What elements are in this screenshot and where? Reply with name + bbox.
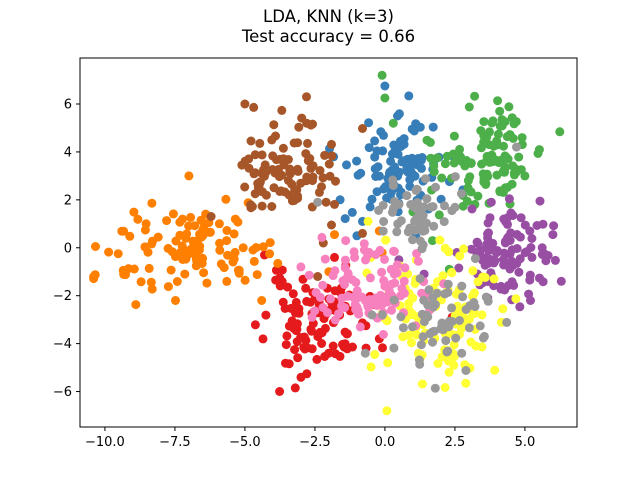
scatter-series-class-brown [206, 92, 367, 281]
y-axis-tick-label: 6 [64, 98, 72, 113]
x-axis-tick-label: −2.5 [299, 435, 331, 450]
y-axis-tick-label: 4 [64, 145, 72, 160]
chart-title-line-1: LDA, KNN (k=3) [263, 7, 394, 26]
scatter-series-class-gray [313, 142, 521, 393]
x-axis-tick-label: 5.0 [515, 435, 536, 450]
y-axis-tick-label: −2 [53, 289, 72, 304]
scatter-series-class-orange [89, 171, 387, 310]
axes-frame [79, 57, 578, 428]
x-axis-tick-label: −7.5 [159, 435, 191, 450]
scatter-series-class-green [377, 70, 565, 274]
scatter-series-class-pink [296, 232, 449, 339]
y-axis-tick-label: 0 [64, 241, 72, 256]
y-axis: −6 −4 −2 0 2 4 6 [53, 98, 80, 400]
x-axis-tick-label: 2.5 [445, 435, 466, 450]
x-axis: −10.0 −7.5 −5.0 −2.5 0.0 2.5 5.0 [85, 427, 535, 450]
y-axis-tick-label: −4 [53, 337, 72, 352]
y-axis-tick-label: −6 [53, 385, 72, 400]
x-axis-tick-label: 0.0 [375, 435, 396, 450]
chart-title: LDA, KNN (k=3) Test accuracy = 0.66 [80, 7, 577, 47]
scatter-points-layer [89, 70, 566, 416]
x-axis-tick-label: −5.0 [229, 435, 261, 450]
chart-title-line-2: Test accuracy = 0.66 [241, 27, 416, 46]
y-axis-tick-label: 2 [64, 193, 72, 208]
x-axis-tick-label: −10.0 [85, 435, 125, 450]
